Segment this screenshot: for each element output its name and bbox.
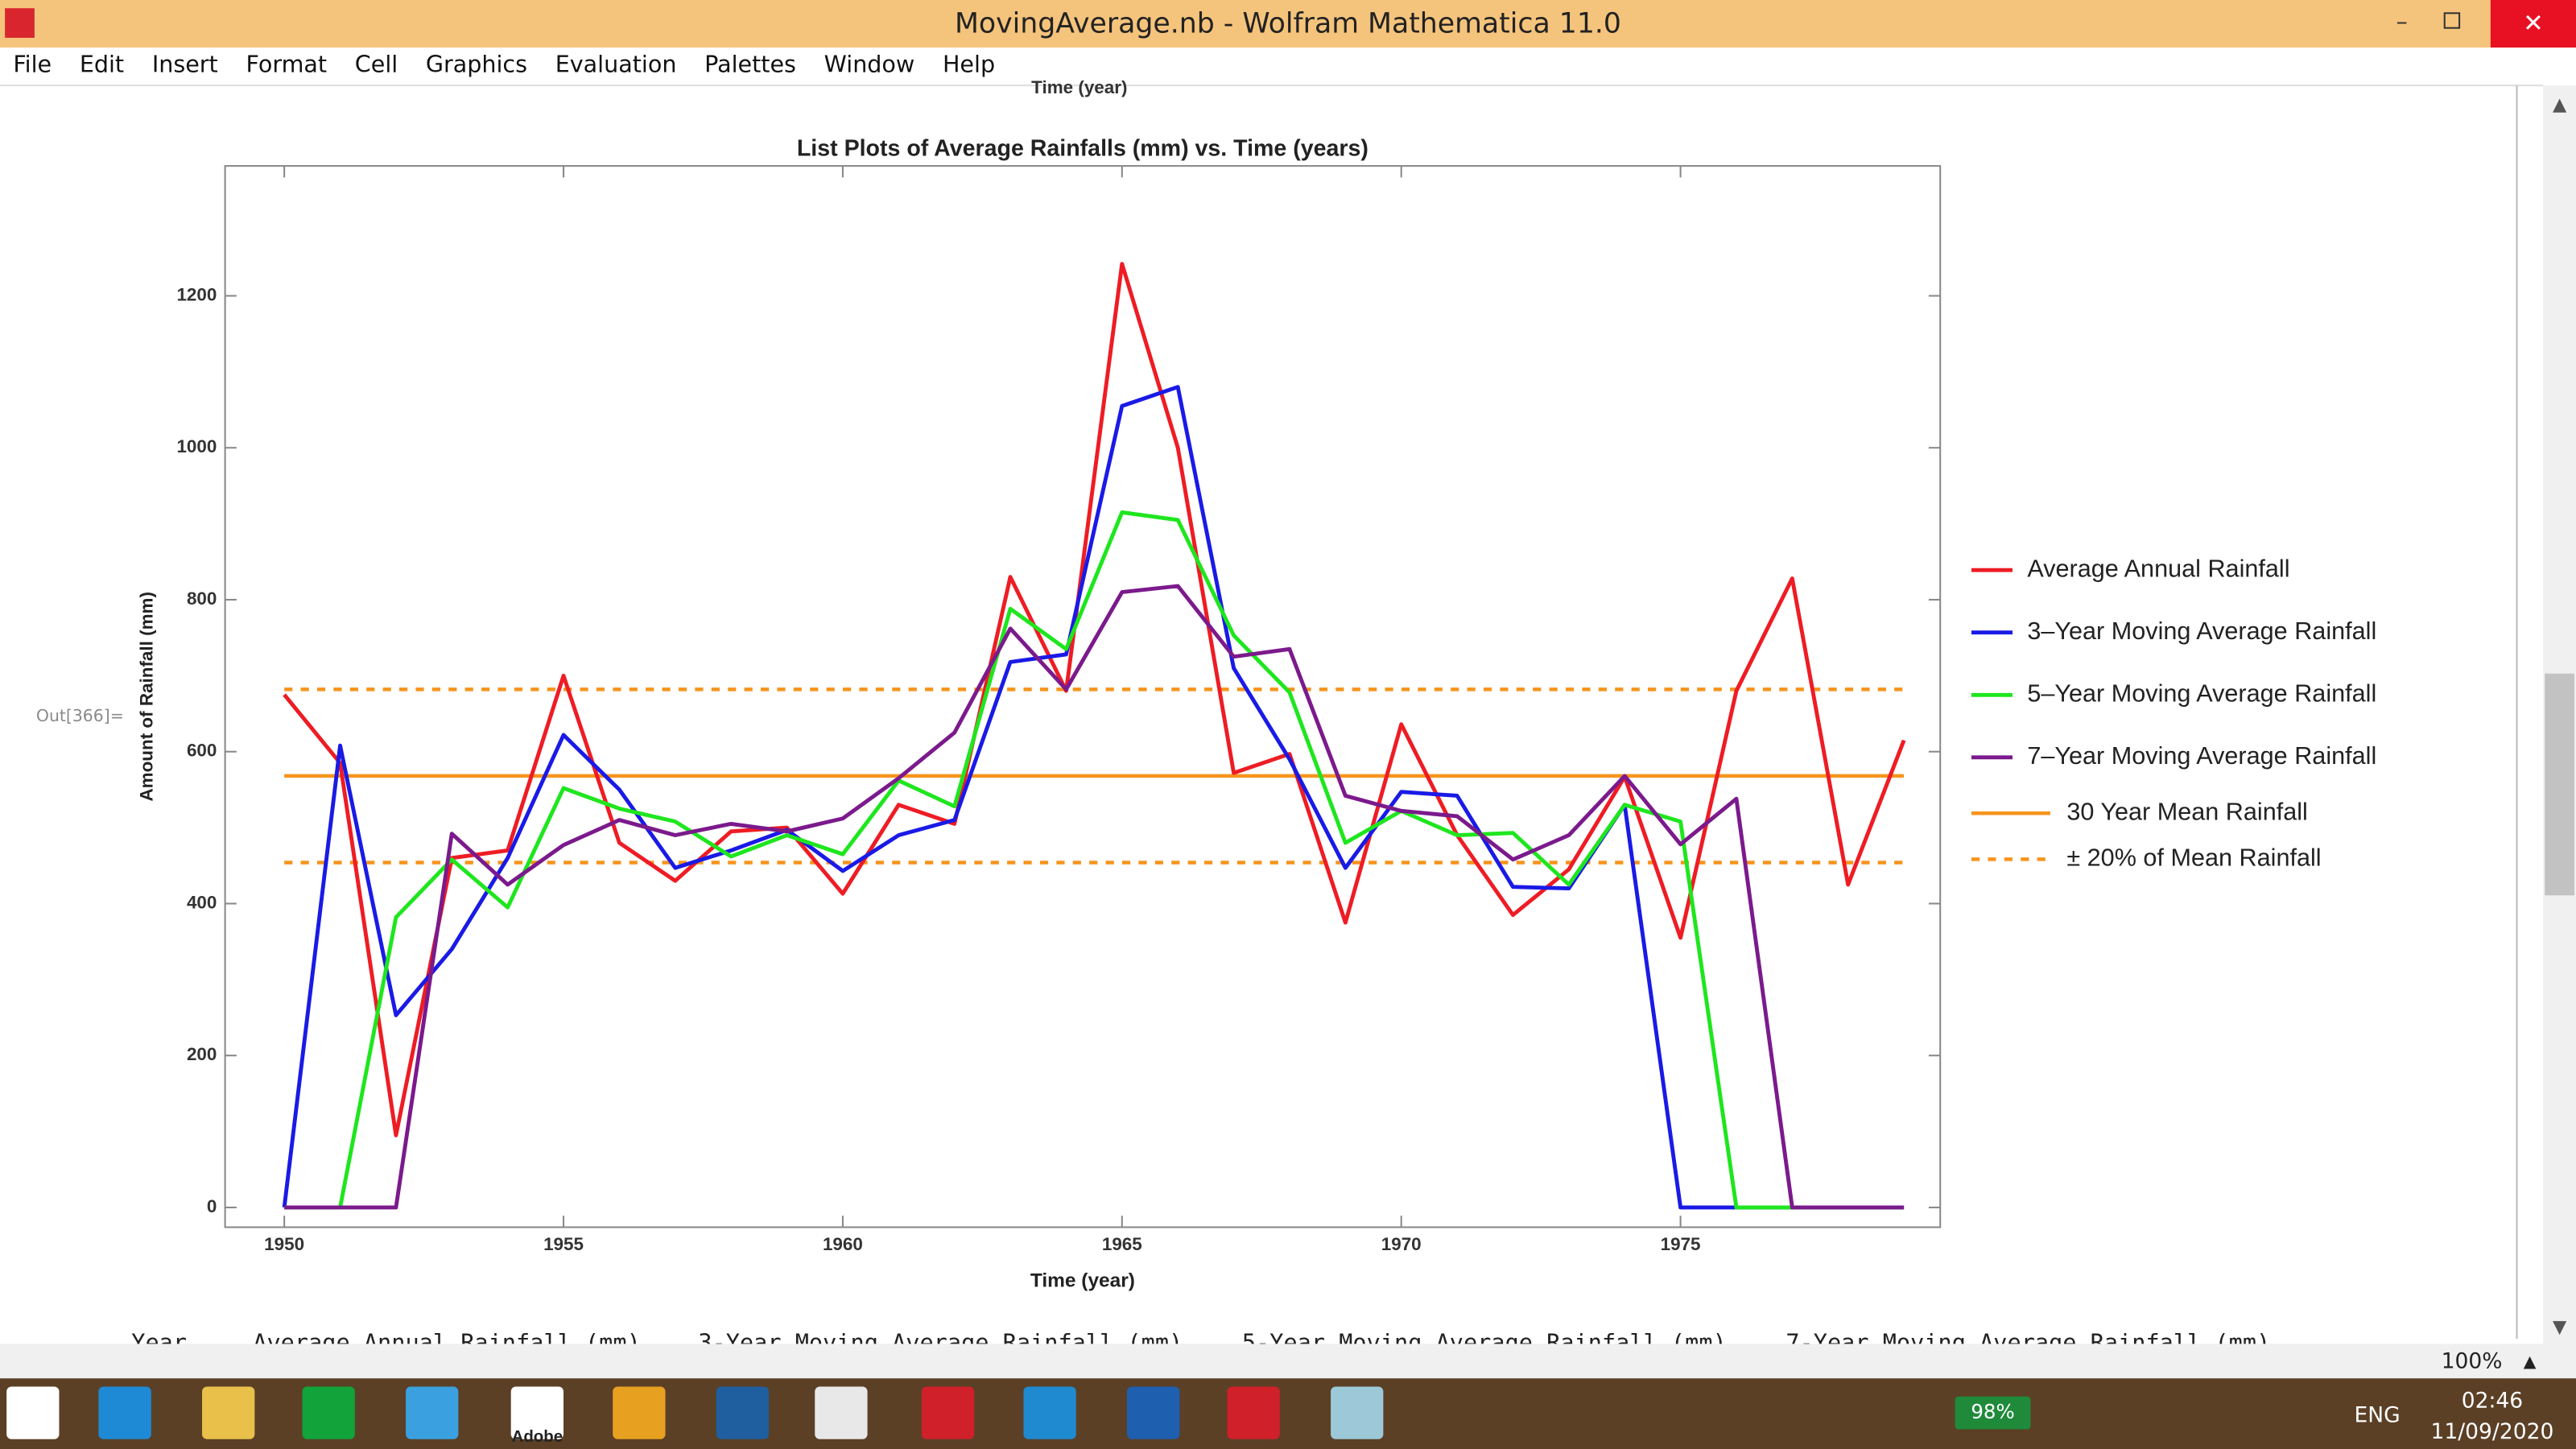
x-tick-label: 1950 <box>264 1234 304 1254</box>
x-tick-label: 1975 <box>1661 1234 1701 1254</box>
menu-bar <box>0 47 2576 86</box>
y-axis-label: Amount of Rainfall (mm) <box>137 592 157 802</box>
taskbar-app[interactable] <box>1023 1386 1076 1439</box>
y-tick-label: 400 <box>187 892 217 912</box>
x-tick-label: 1965 <box>1102 1234 1142 1254</box>
legend-label[interactable]: 5–Year Moving Average Rainfall <box>2027 679 2376 707</box>
restore-button[interactable] <box>2443 12 2461 29</box>
language[interactable]: ENG <box>2354 1403 2400 1428</box>
chart-title: List Plots of Average Rainfalls (mm) vs.… <box>797 135 1368 161</box>
scroll-thumb[interactable] <box>2545 673 2574 896</box>
y-tick-label: 200 <box>187 1044 217 1064</box>
battery-badge[interactable] <box>1955 1396 2031 1430</box>
taskbar-app[interactable] <box>302 1386 355 1439</box>
menu-item[interactable]: Help <box>943 51 995 78</box>
menu-item[interactable]: Evaluation <box>555 51 677 78</box>
battery: 98% <box>1971 1400 2014 1423</box>
legend-label[interactable]: Average Annual Rainfall <box>2027 555 2289 582</box>
x-axis-label: Time (year) <box>1030 1269 1135 1291</box>
legend-label[interactable]: 30 Year Mean Rainfall <box>2066 798 2308 825</box>
menu-item[interactable]: Window <box>824 51 915 78</box>
zoom-arrow[interactable]: ▲ <box>2524 1352 2537 1371</box>
taskbar-app[interactable] <box>1331 1386 1384 1439</box>
menu-item[interactable]: Cell <box>355 51 398 78</box>
menu-item[interactable]: Insert <box>152 51 218 78</box>
menu-item[interactable]: File <box>13 51 52 78</box>
menu-item[interactable]: Format <box>246 51 327 78</box>
taskbar-app[interactable] <box>510 1386 564 1439</box>
x-tick-label: 1960 <box>823 1234 863 1254</box>
taskbar-app[interactable] <box>716 1386 770 1439</box>
chart: List Plots of Average Rainfalls (mm) vs.… <box>137 135 2377 1291</box>
taskbar-icons <box>6 1386 1384 1439</box>
taskbar-app[interactable] <box>406 1386 459 1439</box>
menu: File Edit Insert Format Cell Graphics Evaluati… <box>13 51 995 78</box>
y-tick-label: 0 <box>207 1196 217 1216</box>
scroll-up[interactable]: ▲ <box>2553 94 2567 115</box>
taskbar-app[interactable] <box>6 1386 60 1439</box>
y-tick-label: 600 <box>187 741 217 761</box>
taskbar-app[interactable] <box>613 1386 666 1439</box>
out-label: Out[366]= <box>36 706 124 725</box>
y-tick-label: 1200 <box>176 284 217 304</box>
adobe-label: Adobe <box>512 1428 563 1446</box>
status-bar <box>0 1344 2576 1379</box>
minimize-button[interactable]: – <box>2396 8 2408 35</box>
plot-frame <box>224 165 1942 1228</box>
taskbar-app[interactable] <box>1127 1386 1180 1439</box>
app-icon[interactable] <box>5 8 35 38</box>
window-title: MovingAverage.nb - Wolfram Mathematica 1… <box>955 8 1621 40</box>
clock-date[interactable]: 11/09/2020 <box>2431 1419 2554 1444</box>
taskbar-app[interactable] <box>98 1386 151 1439</box>
close-button[interactable] <box>2490 0 2576 48</box>
zoom[interactable]: 100% <box>2442 1348 2503 1373</box>
series-line <box>282 385 1905 1210</box>
series-line <box>283 262 1906 1137</box>
legend-label[interactable]: 7–Year Moving Average Rainfall <box>2027 742 2376 770</box>
x-tick-label: 1970 <box>1381 1234 1422 1254</box>
menu-item[interactable]: Edit <box>80 51 124 78</box>
taskbar-app[interactable] <box>202 1386 255 1439</box>
clock-time[interactable]: 02:46 <box>2462 1388 2523 1413</box>
series-line <box>284 510 1905 1210</box>
y-tick-label: 800 <box>187 588 217 609</box>
series-line <box>284 584 1905 1210</box>
taskbar-app[interactable] <box>815 1386 868 1439</box>
taskbar-app[interactable] <box>1227 1386 1280 1439</box>
title-bar <box>0 0 2576 48</box>
legend-label[interactable]: 3–Year Moving Average Rainfall <box>2027 617 2376 645</box>
legend-label[interactable]: ± 20% of Mean Rainfall <box>2066 844 2321 871</box>
scroll-down[interactable]: ▼ <box>2553 1316 2567 1337</box>
cut-label: Time (year) <box>1031 77 1127 97</box>
taskbar-app[interactable] <box>921 1386 975 1439</box>
taskbar <box>0 1378 2576 1449</box>
menu-item[interactable]: Palettes <box>704 51 796 78</box>
y-tick-label: 1000 <box>176 436 217 456</box>
close-glyph: ✕ <box>2523 10 2544 38</box>
menu-item[interactable]: Graphics <box>426 51 527 78</box>
x-tick-label: 1955 <box>543 1234 584 1254</box>
